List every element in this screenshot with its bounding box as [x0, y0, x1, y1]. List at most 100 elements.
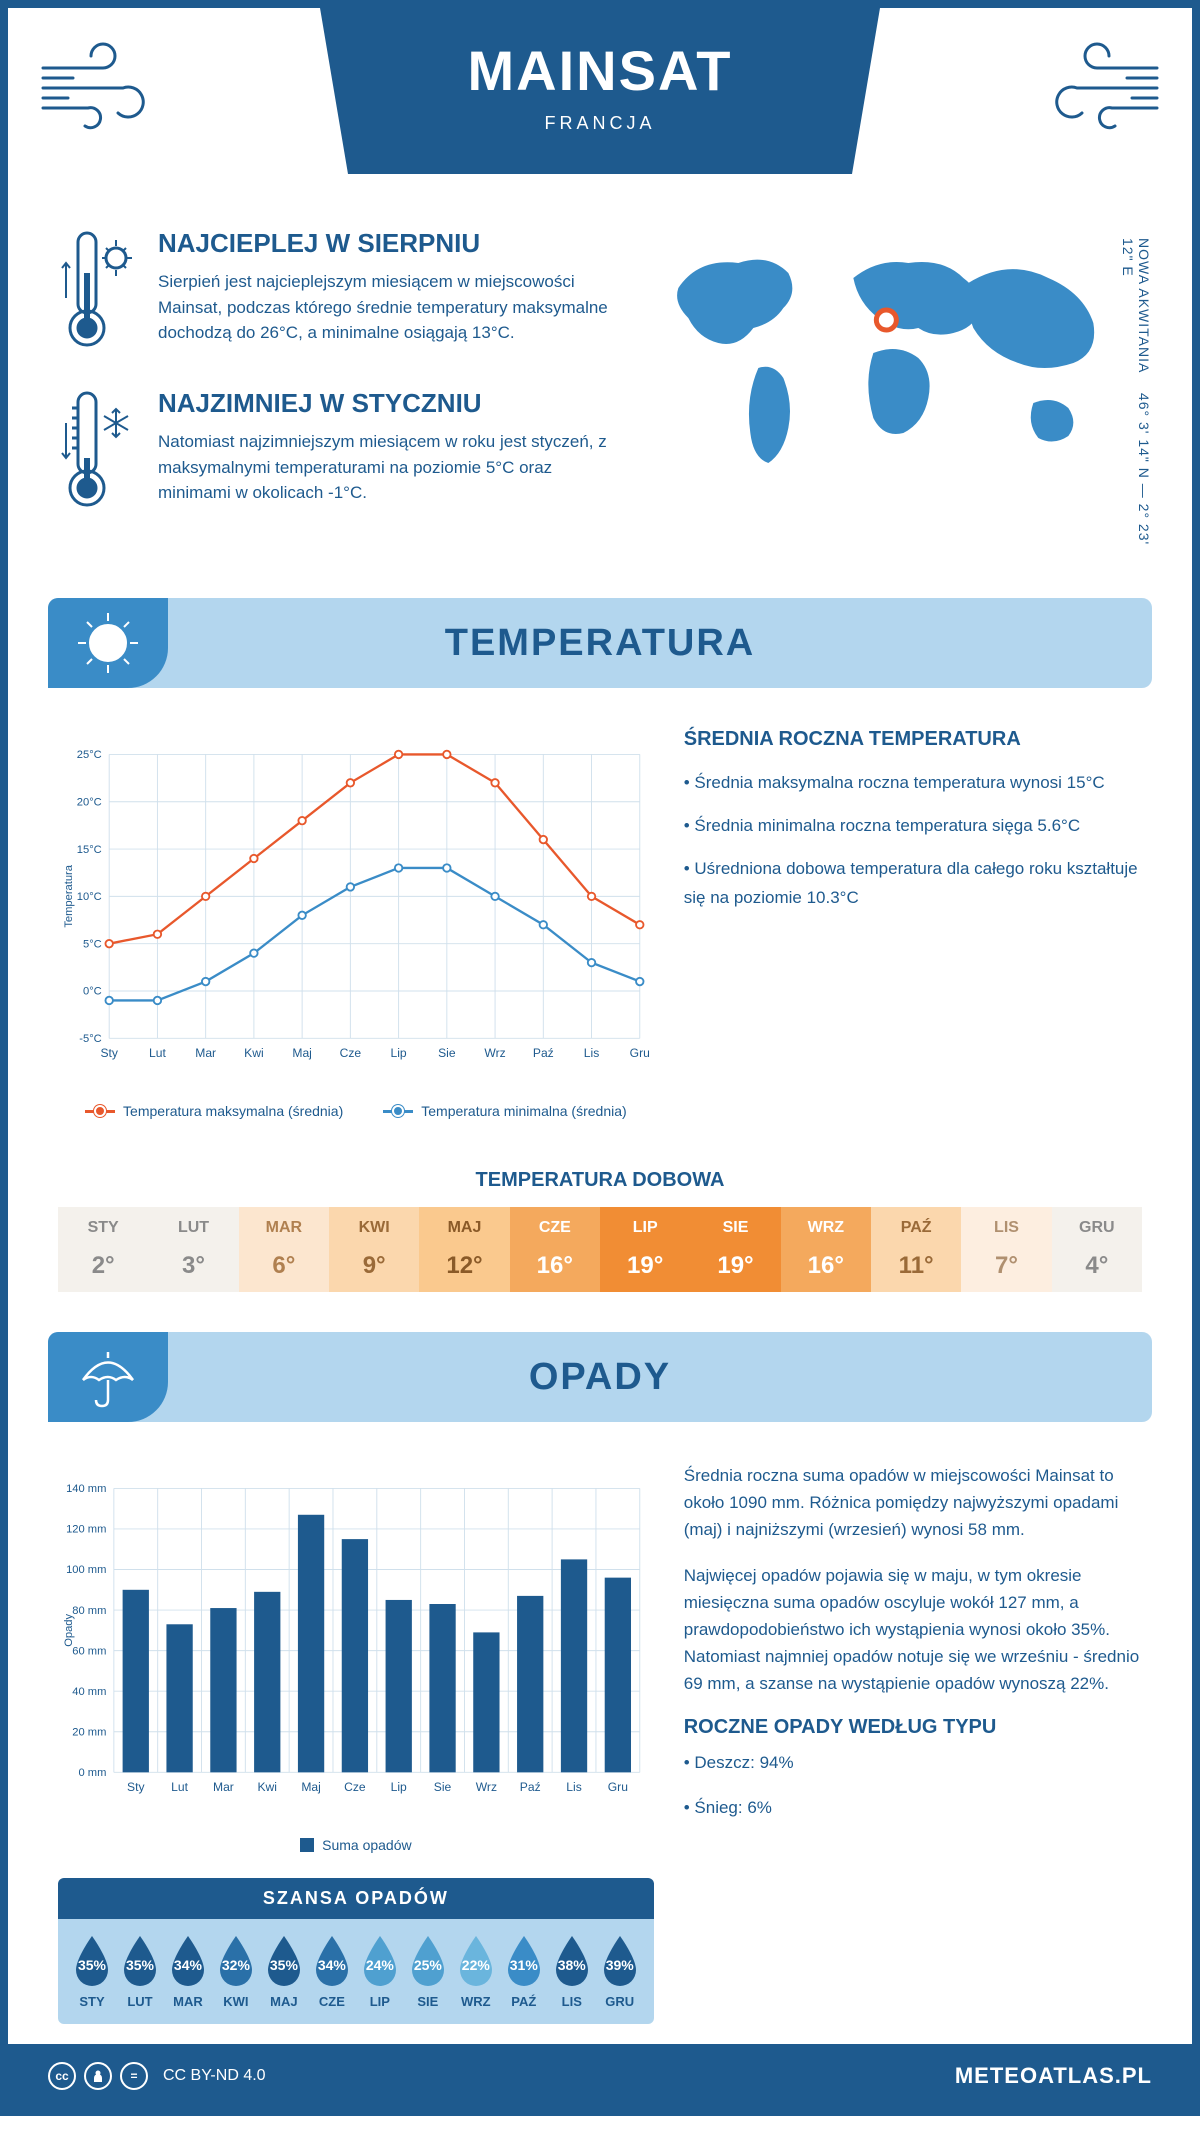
- chance-drop: 34% MAR: [164, 1934, 212, 2009]
- temperature-body: -5°C0°C5°C10°C15°C20°C25°CStyLutMarKwiMa…: [8, 708, 1192, 1139]
- svg-text:0°C: 0°C: [83, 986, 102, 998]
- temp-cell: MAR6°: [239, 1207, 329, 1292]
- temp-cell: LIP19°: [600, 1207, 690, 1292]
- world-map-icon: [635, 228, 1142, 488]
- chance-drop: 25% SIE: [404, 1934, 452, 2009]
- svg-text:25°C: 25°C: [77, 749, 102, 761]
- precipitation-description: Średnia roczna suma opadów w miejscowośc…: [684, 1462, 1142, 2024]
- svg-text:Cze: Cze: [340, 1046, 362, 1060]
- coldest-desc: Natomiast najzimniejszym miesiącem w rok…: [158, 429, 615, 506]
- svg-text:Mar: Mar: [213, 1780, 234, 1794]
- annual-temp-b1: • Średnia maksymalna roczna temperatura …: [684, 769, 1142, 798]
- temp-cell: CZE16°: [510, 1207, 600, 1292]
- daily-temp-table: STY2°LUT3°MAR6°KWI9°MAJ12°CZE16°LIP19°SI…: [58, 1207, 1142, 1292]
- wind-icon-right: [1022, 38, 1162, 138]
- svg-text:Gru: Gru: [630, 1046, 650, 1060]
- annual-temp-b2: • Średnia minimalna roczna temperatura s…: [684, 812, 1142, 841]
- svg-text:Mar: Mar: [195, 1046, 216, 1060]
- svg-text:140 mm: 140 mm: [66, 1483, 106, 1495]
- svg-text:Wrz: Wrz: [476, 1780, 497, 1794]
- svg-text:Kwi: Kwi: [244, 1046, 264, 1060]
- svg-text:Lip: Lip: [391, 1780, 407, 1794]
- svg-text:Wrz: Wrz: [484, 1046, 505, 1060]
- annual-type-title: ROCZNE OPADY WEDŁUG TYPU: [684, 1716, 1142, 1739]
- umbrella-icon: [48, 1332, 168, 1422]
- svg-text:5°C: 5°C: [83, 938, 102, 950]
- hottest-block: NAJCIEPLEJ W SIERPNIU Sierpień jest najc…: [58, 228, 615, 363]
- svg-text:Sie: Sie: [438, 1046, 456, 1060]
- footer: cc = CC BY-ND 4.0 METEOATLAS.PL: [8, 2044, 1192, 2108]
- precipitation-chart-area: 0 mm20 mm40 mm60 mm80 mm100 mm120 mm140 …: [58, 1462, 654, 2024]
- svg-text:Paź: Paź: [533, 1046, 554, 1060]
- precip-legend-label: Suma opadów: [322, 1837, 412, 1853]
- svg-text:Lis: Lis: [566, 1780, 581, 1794]
- svg-text:Temperatura: Temperatura: [63, 864, 75, 927]
- precip-p2: Najwięcej opadów pojawia się w maju, w t…: [684, 1562, 1142, 1698]
- svg-text:100 mm: 100 mm: [66, 1564, 106, 1576]
- temp-cell: SIE19°: [690, 1207, 780, 1292]
- svg-text:Lut: Lut: [171, 1780, 188, 1794]
- temperature-description: ŚREDNIA ROCZNA TEMPERATURA • Średnia mak…: [684, 728, 1142, 1119]
- header-title-box: MAINSAT FRANCJA: [320, 8, 880, 174]
- chance-drop: 22% WRZ: [452, 1934, 500, 2009]
- chance-drop: 35% MAJ: [260, 1934, 308, 2009]
- svg-text:0 mm: 0 mm: [79, 1767, 107, 1779]
- svg-text:Sie: Sie: [434, 1780, 452, 1794]
- svg-text:Lut: Lut: [149, 1046, 166, 1060]
- thermometer-cold-icon: [58, 388, 138, 523]
- snow-pct: • Śnieg: 6%: [684, 1794, 1142, 1821]
- svg-text:Lis: Lis: [584, 1046, 599, 1060]
- temp-cell: STY2°: [58, 1207, 148, 1292]
- chance-box: SZANSA OPADÓW 35% STY 35% LUT 34% MAR 32…: [58, 1878, 654, 2024]
- temp-cell: WRZ16°: [781, 1207, 871, 1292]
- chance-drop: 35% LUT: [116, 1934, 164, 2009]
- chance-drop: 39% GRU: [596, 1934, 644, 2009]
- svg-text:Sty: Sty: [100, 1046, 118, 1060]
- coldest-text: NAJZIMNIEJ W STYCZNIU Natomiast najzimni…: [158, 388, 615, 523]
- precipitation-section-header: OPADY: [48, 1332, 1152, 1422]
- hottest-desc: Sierpień jest najcieplejszym miesiącem w…: [158, 269, 615, 346]
- svg-text:40 mm: 40 mm: [72, 1686, 106, 1698]
- temp-cell: LUT3°: [148, 1207, 238, 1292]
- chance-drop: 32% KWI: [212, 1934, 260, 2009]
- coldest-block: NAJZIMNIEJ W STYCZNIU Natomiast najzimni…: [58, 388, 615, 523]
- temp-cell: GRU4°: [1052, 1207, 1142, 1292]
- coordinates-label: NOWA AKWITANIA 46° 3' 14" N — 2° 23' 12"…: [1120, 238, 1152, 548]
- header-banner: MAINSAT FRANCJA: [8, 8, 1192, 208]
- hottest-text: NAJCIEPLEJ W SIERPNIU Sierpień jest najc…: [158, 228, 615, 363]
- temperature-section-header: TEMPERATURA: [48, 598, 1152, 688]
- annual-temp-title: ŚREDNIA ROCZNA TEMPERATURA: [684, 728, 1142, 751]
- svg-text:-5°C: -5°C: [79, 1033, 101, 1045]
- chance-drop: 31% PAŹ: [500, 1934, 548, 2009]
- thermometer-hot-icon: [58, 228, 138, 363]
- temp-cell: LIS7°: [961, 1207, 1051, 1292]
- nd-icon: =: [120, 2062, 148, 2090]
- svg-text:Lip: Lip: [391, 1046, 407, 1060]
- temperature-title: TEMPERATURA: [445, 622, 756, 665]
- page-title: MAINSAT: [360, 38, 840, 103]
- chance-drop: 34% CZE: [308, 1934, 356, 2009]
- chance-row: 35% STY 35% LUT 34% MAR 32% KWI 35% MAJ …: [58, 1919, 654, 2024]
- legend-max-label: Temperatura maksymalna (średnia): [123, 1103, 343, 1119]
- page-root: MAINSAT FRANCJA: [0, 0, 1200, 2116]
- chance-drop: 38% LIS: [548, 1934, 596, 2009]
- svg-text:120 mm: 120 mm: [66, 1524, 106, 1536]
- svg-text:Paź: Paź: [520, 1780, 541, 1794]
- temp-cell: KWI9°: [329, 1207, 419, 1292]
- svg-text:20 mm: 20 mm: [72, 1726, 106, 1738]
- precipitation-body: 0 mm20 mm40 mm60 mm80 mm100 mm120 mm140 …: [8, 1442, 1192, 2044]
- license-text: CC BY-ND 4.0: [163, 2067, 266, 2085]
- legend-min-label: Temperatura minimalna (średnia): [421, 1103, 626, 1119]
- svg-text:80 mm: 80 mm: [72, 1605, 106, 1617]
- svg-text:Kwi: Kwi: [257, 1780, 277, 1794]
- hottest-title: NAJCIEPLEJ W SIERPNIU: [158, 228, 615, 259]
- temp-legend: Temperatura maksymalna (średnia) Tempera…: [58, 1103, 654, 1119]
- svg-text:20°C: 20°C: [77, 796, 102, 808]
- cc-icons: cc =: [48, 2062, 148, 2090]
- intro-text-column: NAJCIEPLEJ W SIERPNIU Sierpień jest najc…: [58, 228, 615, 548]
- svg-text:10°C: 10°C: [77, 891, 102, 903]
- temp-cell: MAJ12°: [419, 1207, 509, 1292]
- daily-temp-title: TEMPERATURA DOBOWA: [8, 1169, 1192, 1192]
- cc-icon: cc: [48, 2062, 76, 2090]
- precip-legend: Suma opadów: [58, 1837, 654, 1853]
